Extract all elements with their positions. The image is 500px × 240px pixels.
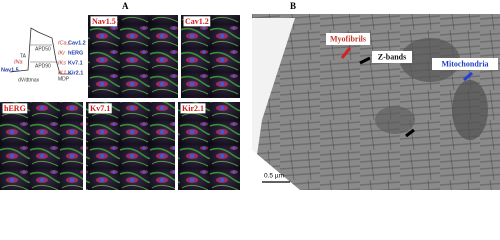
image-label: Kir2.1	[182, 104, 204, 113]
annotation-box	[326, 33, 370, 45]
channel-label: Kir2.1	[68, 70, 83, 76]
extracellular-region	[252, 150, 300, 190]
micrograph	[181, 15, 240, 98]
current-label: IKr	[58, 50, 66, 56]
micrograph	[178, 102, 240, 190]
current-label: ICa,L	[58, 40, 71, 46]
image-label-box	[88, 103, 112, 114]
mitochondrion	[452, 80, 488, 140]
ap-curve	[9, 27, 72, 75]
mitochondrion	[400, 38, 460, 82]
current-label: INa	[14, 59, 23, 65]
channel-label: hERG	[68, 50, 83, 56]
micrograph	[0, 102, 83, 190]
image-label: Cav1.2	[185, 17, 209, 26]
image-label-box	[2, 103, 28, 114]
image-label: Kv7.1	[90, 104, 110, 113]
scale-label: 0.5 µm	[264, 173, 284, 180]
image-label: Nav1.5	[92, 17, 116, 26]
annotation: Myofibrils	[330, 34, 366, 43]
arrow	[463, 71, 473, 82]
image-label-box	[180, 103, 206, 114]
arrow	[405, 128, 415, 138]
image-label-box	[90, 16, 118, 27]
threshold-label: TA	[20, 53, 27, 59]
upstroke-label: dV/dtmax	[18, 77, 40, 83]
annotation: Z-bands	[378, 52, 406, 61]
annotation-box	[432, 58, 498, 70]
panel-label: A	[122, 1, 129, 11]
mitochondrion	[375, 106, 415, 134]
mdp-label: MDP	[58, 76, 70, 82]
current-label: IKs	[58, 60, 66, 66]
channel-label: Kv7.1	[68, 60, 83, 66]
apd50-label: APD50	[35, 46, 51, 52]
micrograph	[86, 102, 175, 190]
arrow	[340, 47, 352, 59]
current-label: IK1	[58, 70, 66, 76]
arrow	[359, 56, 371, 65]
image-label-box	[183, 16, 211, 27]
ap-diagram: TA APD50 APD90 MDP dV/dtmax INa Nav1.5 I…	[1, 27, 86, 83]
apd90-label: APD90	[35, 63, 51, 69]
annotation-box	[372, 51, 412, 63]
channel-label: Nav1.5	[1, 67, 19, 73]
annotation: Mitochondria	[441, 59, 488, 68]
panel-label: B	[290, 1, 296, 11]
figure: A TA APD50 APD90 MDP dV/dtmax INa Nav1.5…	[0, 1, 500, 190]
image-label: hERG	[4, 104, 26, 113]
micrograph	[88, 15, 178, 98]
extracellular-region	[252, 18, 295, 190]
channel-label: Cav1.2	[68, 40, 86, 46]
